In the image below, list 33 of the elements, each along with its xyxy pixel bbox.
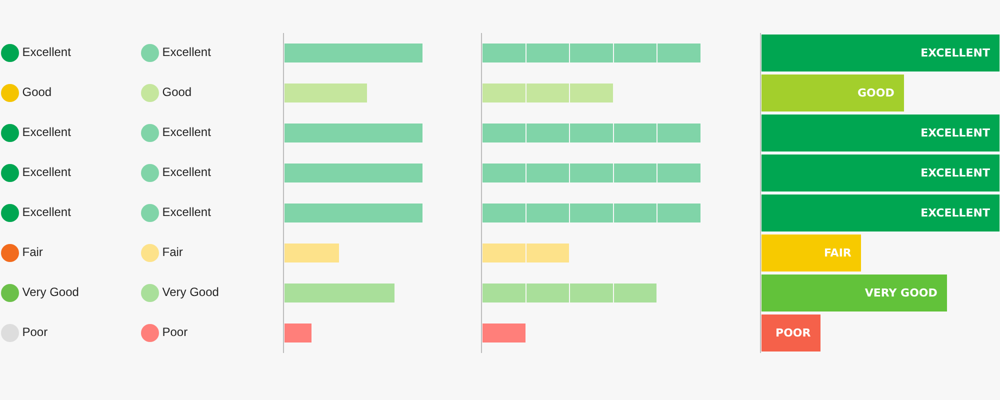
category-label: Excellent [22,45,72,59]
category-label: Excellent [162,45,212,59]
category-label: Excellent [162,205,212,219]
category-label: Excellent [22,165,72,179]
annotation: EXCELLENT [920,126,990,140]
bar [284,322,312,344]
annotation: EXCELLENT [920,166,990,180]
annotation: POOR [776,326,812,340]
bar [284,162,423,184]
category-label: Poor [22,325,48,339]
bar [284,242,340,264]
category-label: Fair [162,245,183,259]
category-label: Excellent [22,125,72,139]
category-label: Poor [162,325,188,339]
category-label: Good [162,85,192,99]
category-label: Excellent [162,165,212,179]
category-label: Excellent [162,125,212,139]
bar [284,122,423,144]
annotation: GOOD [858,86,894,100]
category-label: Fair [22,245,43,259]
category-label: Good [22,85,52,99]
category-label: Very Good [22,285,79,299]
bar [482,322,526,344]
bar [284,202,423,224]
bar [284,42,423,64]
annotation: EXCELLENT [920,206,990,220]
bar [284,282,396,304]
annotation: VERY GOOD [864,286,938,300]
annotation: FAIR [824,246,852,260]
annotation: EXCELLENT [920,46,990,60]
category-label: Very Good [162,285,219,299]
category-label: Excellent [22,205,72,219]
bar [284,82,368,104]
